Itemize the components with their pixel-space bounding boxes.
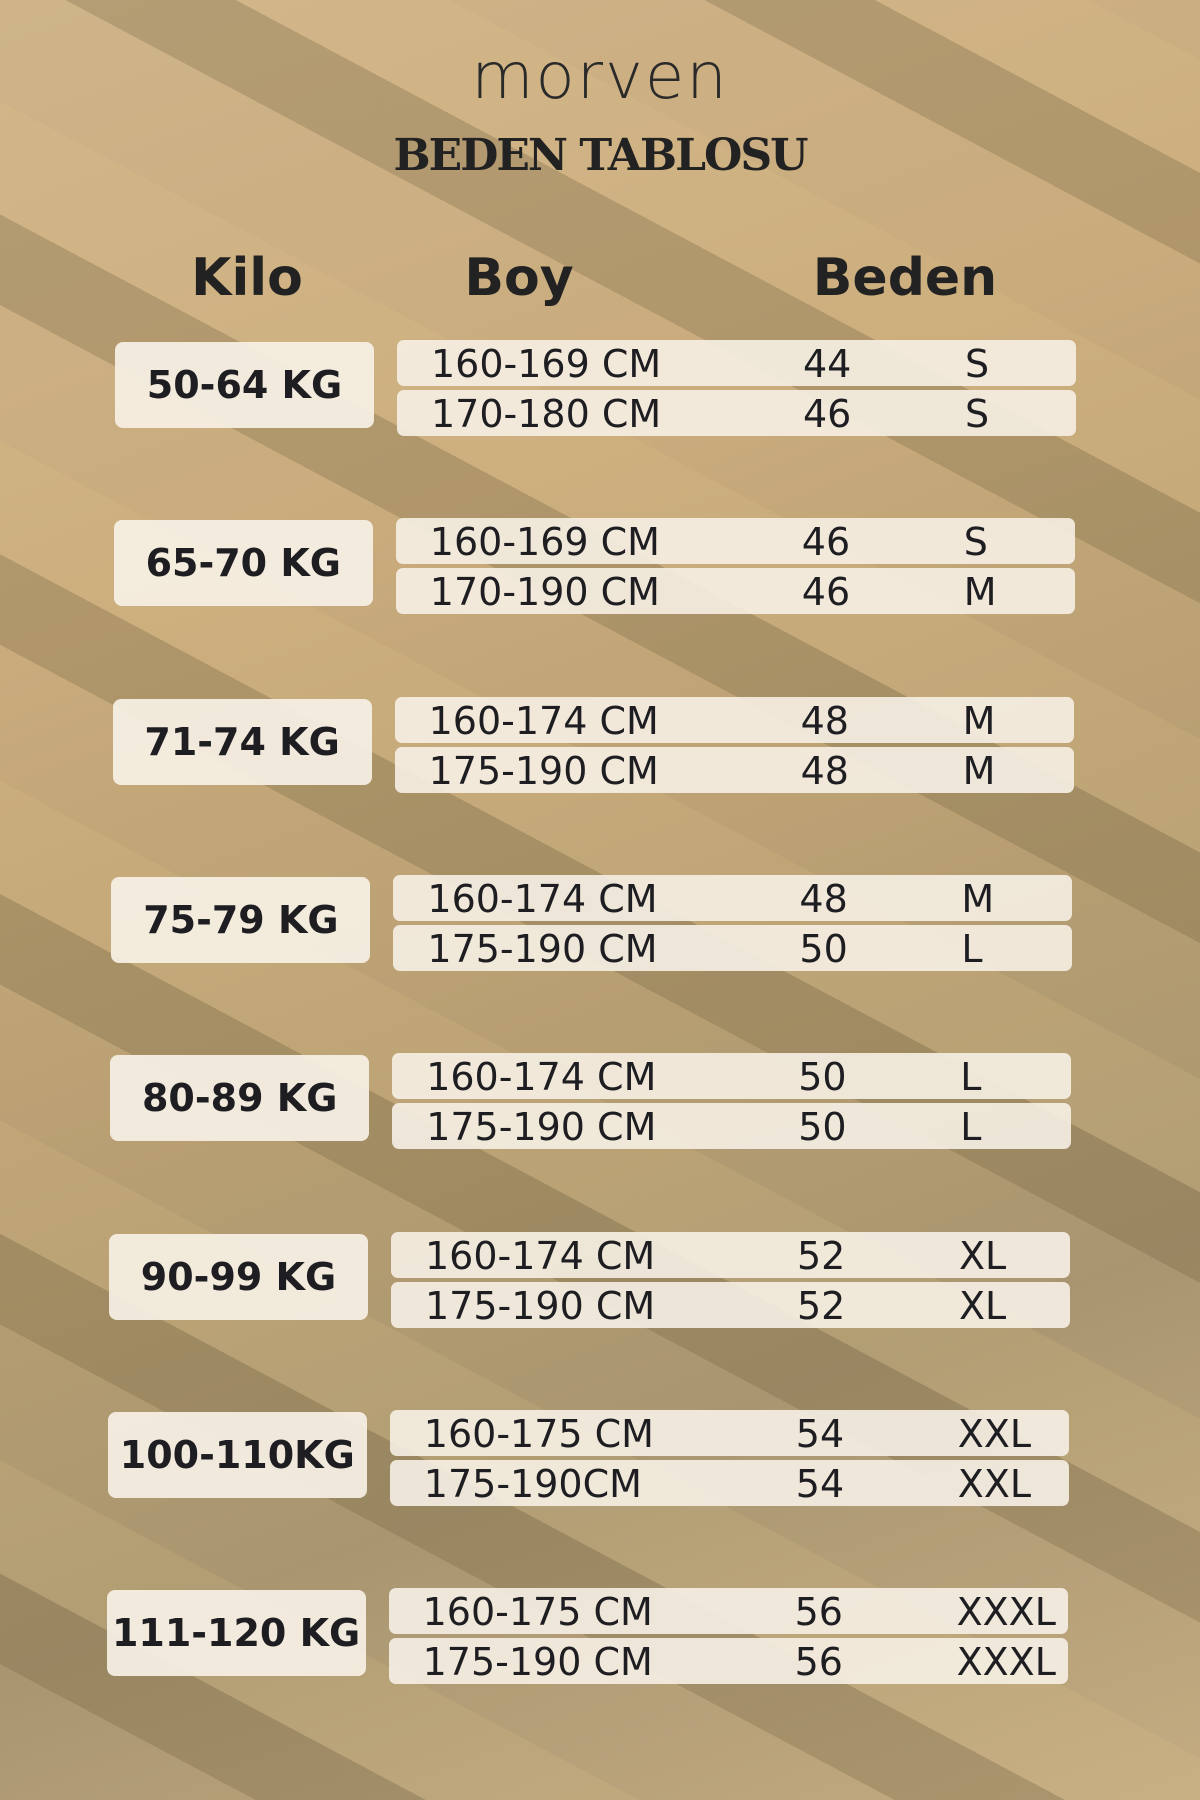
size-number: 48 <box>800 748 849 793</box>
size-number: 46 <box>801 570 851 615</box>
table-row: 170-180 CM 46 S <box>397 390 1076 436</box>
height-range: 175-190 CM <box>426 1105 657 1150</box>
kilo-range: 90-99 KG <box>109 1233 368 1320</box>
height-range: 160-174 CM <box>427 876 658 921</box>
size-letter: M <box>962 698 996 743</box>
size-group: 71-74 KG 160-174 CM 48 M 175-190 CM 48 M <box>0 696 1200 797</box>
size-letter: L <box>960 1105 982 1150</box>
size-letter: XXL <box>957 1461 1032 1506</box>
height-range: 160-175 CM <box>423 1411 654 1456</box>
size-number: 52 <box>797 1283 846 1328</box>
table-row: 160-174 CM 52 XL <box>391 1231 1070 1278</box>
size-letter: M <box>963 570 997 615</box>
brand-logo: morven <box>471 40 729 114</box>
size-letter: M <box>961 876 995 921</box>
size-number: 56 <box>794 1590 843 1635</box>
size-letter: L <box>961 926 983 971</box>
size-number: 56 <box>794 1640 843 1685</box>
size-number: 54 <box>795 1411 845 1456</box>
height-range: 175-190 CM <box>425 1283 656 1328</box>
size-letter: XL <box>959 1283 1007 1328</box>
header-beden: Beden <box>812 248 998 308</box>
table-row: 175-190 CM 48 M <box>394 746 1074 793</box>
size-number: 50 <box>799 926 848 971</box>
size-group: 111-120 KG 160-175 CM 56 XXXL 175-190 CM… <box>0 1588 1200 1688</box>
size-letter: S <box>965 392 990 436</box>
height-range: 170-180 CM <box>431 392 662 436</box>
height-range: 170-190 CM <box>429 570 660 615</box>
size-letter: XL <box>959 1233 1007 1278</box>
kilo-range: 100-110KG <box>107 1411 367 1498</box>
height-range: 175-190 CM <box>422 1640 653 1685</box>
size-group: 65-70 KG 160-169 CM 46 S 170-190 CM 46 M <box>0 518 1200 618</box>
height-range: 175-190 CM <box>427 926 658 971</box>
size-number: 48 <box>800 698 849 743</box>
size-letter: S <box>963 520 988 565</box>
height-range: 160-175 CM <box>422 1590 653 1635</box>
table-row: 160-174 CM 48 M <box>393 874 1073 921</box>
size-letter: S <box>965 342 990 386</box>
kilo-range: 80-89 KG <box>110 1055 370 1142</box>
size-group: 100-110KG 160-175 CM 54 XXL 175-190CM 54… <box>0 1409 1200 1510</box>
table-row: 175-190 CM 52 XL <box>391 1281 1070 1328</box>
size-group: 75-79 KG 160-174 CM 48 M 175-190 CM 50 L <box>0 874 1200 975</box>
size-letter: XXXL <box>956 1640 1056 1685</box>
table-row: 160-169 CM 46 S <box>395 518 1075 565</box>
size-letter: L <box>960 1055 982 1100</box>
size-number: 50 <box>798 1105 847 1150</box>
height-range: 160-174 CM <box>425 1233 656 1278</box>
table-row: 175-190 CM 56 XXXL <box>388 1638 1068 1685</box>
size-number: 52 <box>797 1233 846 1278</box>
table-row: 170-190 CM 46 M <box>395 568 1075 615</box>
size-letter: XXXL <box>956 1590 1056 1635</box>
size-group: 50-64 KG 160-169 CM 44 S 170-180 CM 46 S <box>0 340 1200 440</box>
size-number: 44 <box>803 342 852 386</box>
table-row: 160-175 CM 54 XXL <box>389 1409 1069 1456</box>
height-range: 160-174 CM <box>428 698 659 743</box>
size-group: 80-89 KG 160-174 CM 50 L 175-190 CM 50 L <box>0 1053 1200 1153</box>
header-boy: Boy <box>464 248 574 308</box>
table-row: 160-174 CM 48 M <box>394 696 1074 743</box>
size-group: 90-99 KG 160-174 CM 52 XL 175-190 CM 52 … <box>0 1231 1200 1332</box>
size-number: 54 <box>795 1461 845 1506</box>
page-title: BEDEN TABLOSU <box>393 130 808 181</box>
size-letter: M <box>962 748 996 793</box>
height-range: 160-174 CM <box>426 1055 657 1100</box>
table-row: 175-190 CM 50 L <box>392 1103 1072 1150</box>
kilo-range: 65-70 KG <box>113 520 373 607</box>
height-range: 160-169 CM <box>429 520 660 565</box>
kilo-range: 50-64 KG <box>115 342 374 428</box>
table-row: 160-174 CM 50 L <box>392 1053 1072 1100</box>
table-row: 160-175 CM 56 XXXL <box>388 1588 1068 1635</box>
height-range: 175-190 CM <box>428 748 659 793</box>
height-range: 160-169 CM <box>431 342 662 386</box>
table-row: 160-169 CM 44 S <box>397 340 1076 386</box>
size-number: 46 <box>801 520 851 565</box>
table-row: 175-190 CM 50 L <box>393 924 1073 971</box>
size-number: 46 <box>803 392 852 436</box>
header-kilo: Kilo <box>191 248 303 308</box>
size-number: 50 <box>798 1055 847 1100</box>
size-letter: XXL <box>957 1411 1032 1456</box>
kilo-range: 111-120 KG <box>106 1590 366 1677</box>
size-number: 48 <box>799 876 848 921</box>
height-range: 175-190CM <box>423 1461 642 1506</box>
kilo-range: 75-79 KG <box>111 876 371 963</box>
table-row: 175-190CM 54 XXL <box>389 1459 1069 1506</box>
kilo-range: 71-74 KG <box>112 698 372 785</box>
